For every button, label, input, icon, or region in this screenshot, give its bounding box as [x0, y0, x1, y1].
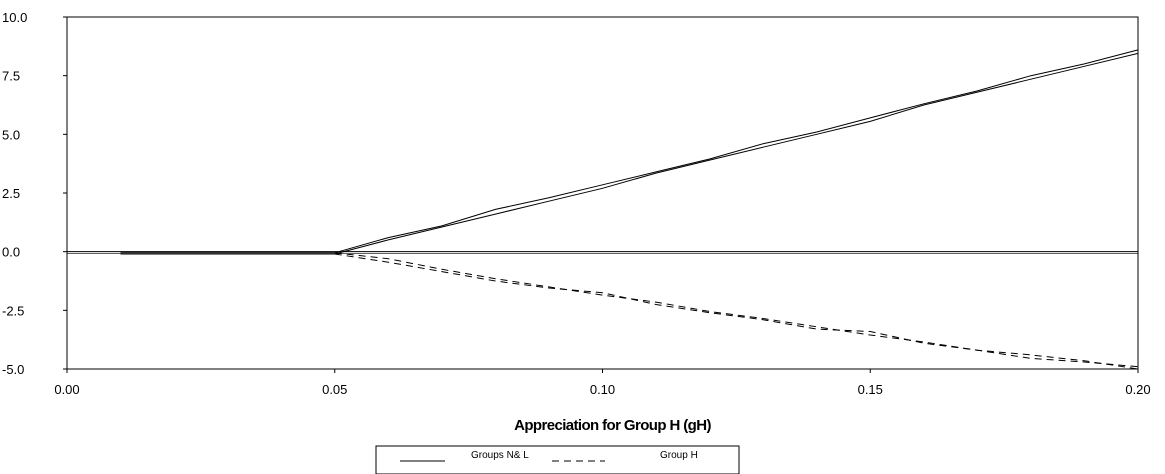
- x-tick-label: 0.05: [322, 382, 347, 397]
- plot-frame: [66, 16, 1139, 370]
- x-tick-label: 0.00: [54, 382, 79, 397]
- series-line-group-h: [334, 252, 1139, 368]
- legend-label-groups-nl: Groups N& L: [471, 450, 529, 461]
- y-tick-label: 2.5: [2, 186, 20, 201]
- y-tick-label: 0.0: [2, 245, 20, 260]
- y-tick-label: -2.5: [2, 303, 24, 318]
- legend-box: [375, 445, 740, 474]
- x-axis-title: Appreciation for Group H (gH): [514, 417, 711, 434]
- series-line-groups-nl: [120, 52, 1139, 255]
- y-tick-label: 5.0: [2, 127, 20, 142]
- legend: Groups N& L Group H: [375, 445, 740, 474]
- series-line-group-h: [334, 253, 1139, 370]
- y-tick-label: 7.5: [2, 69, 20, 84]
- legend-label-group-h: Group H: [660, 450, 698, 461]
- x-tick-label: 0.15: [858, 382, 883, 397]
- y-tick-label: 10.0: [2, 10, 27, 25]
- series-line-groups-nl: [120, 49, 1139, 254]
- plot-border: [66, 16, 1139, 370]
- x-axis: 0.00 0.05 0.10 0.15 0.20: [54, 369, 1151, 397]
- x-tick-label: 0.10: [590, 382, 615, 397]
- y-tick-label: -5.0: [2, 362, 24, 377]
- series-lines: [120, 49, 1139, 370]
- y-axis: 10.0 7.5 5.0 2.5 0.0 -2.5 -5.0: [2, 10, 67, 377]
- x-tick-label: 0.20: [1125, 382, 1150, 397]
